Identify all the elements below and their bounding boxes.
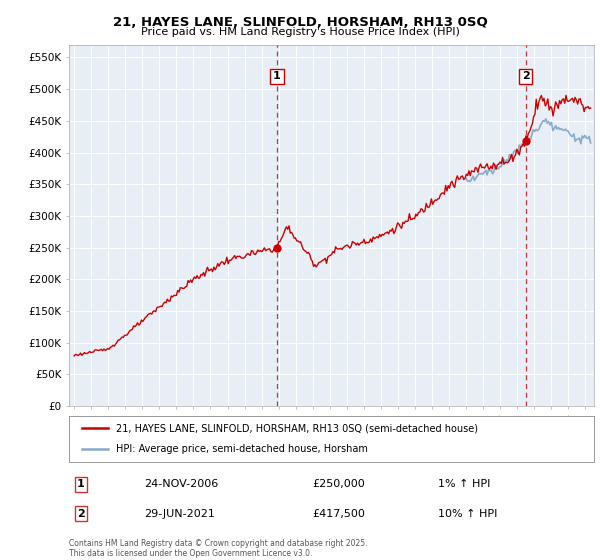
Text: 10% ↑ HPI: 10% ↑ HPI (438, 508, 497, 519)
Text: 29-JUN-2021: 29-JUN-2021 (144, 508, 215, 519)
Text: HPI: Average price, semi-detached house, Horsham: HPI: Average price, semi-detached house,… (116, 445, 368, 455)
Text: £250,000: £250,000 (312, 479, 365, 489)
Text: 2: 2 (77, 508, 85, 519)
Text: 2: 2 (522, 72, 530, 82)
Text: £417,500: £417,500 (312, 508, 365, 519)
Text: 1: 1 (273, 72, 281, 82)
Text: 1: 1 (77, 479, 85, 489)
Text: 21, HAYES LANE, SLINFOLD, HORSHAM, RH13 0SQ: 21, HAYES LANE, SLINFOLD, HORSHAM, RH13 … (113, 16, 487, 29)
Text: 21, HAYES LANE, SLINFOLD, HORSHAM, RH13 0SQ (semi-detached house): 21, HAYES LANE, SLINFOLD, HORSHAM, RH13 … (116, 423, 478, 433)
Text: 24-NOV-2006: 24-NOV-2006 (144, 479, 218, 489)
Text: Price paid vs. HM Land Registry's House Price Index (HPI): Price paid vs. HM Land Registry's House … (140, 27, 460, 37)
Text: Contains HM Land Registry data © Crown copyright and database right 2025.
This d: Contains HM Land Registry data © Crown c… (69, 539, 367, 558)
Text: 1% ↑ HPI: 1% ↑ HPI (438, 479, 490, 489)
